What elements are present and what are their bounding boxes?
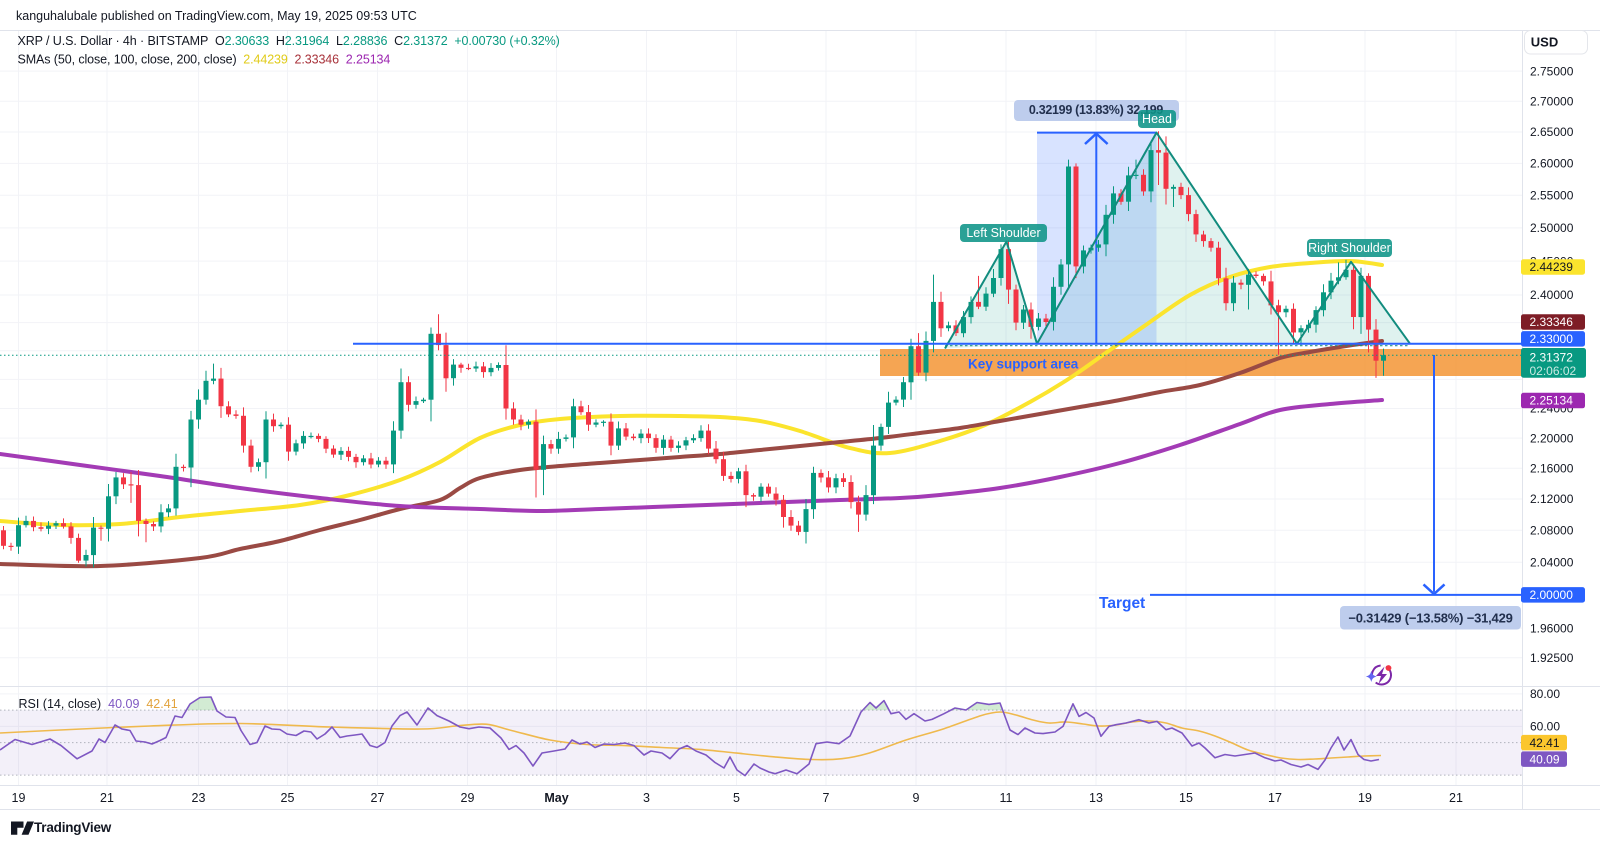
svg-text:29: 29 — [461, 791, 475, 805]
svg-text:Left Shoulder: Left Shoulder — [966, 226, 1040, 240]
svg-text:5: 5 — [733, 791, 740, 805]
svg-text:80.00: 80.00 — [1530, 687, 1560, 701]
svg-text:7: 7 — [823, 791, 830, 805]
svg-text:25: 25 — [281, 791, 295, 805]
svg-text:XRP / U.S. Dollar · 4h · BITST: XRP / U.S. Dollar · 4h · BITSTAMP O2.306… — [18, 34, 560, 48]
svg-text:May: May — [544, 791, 568, 805]
svg-text:23: 23 — [192, 791, 206, 805]
svg-text:2.12000: 2.12000 — [1530, 492, 1574, 506]
svg-text:SMAs (50, close, 100, close, 2: SMAs (50, close, 100, close, 200, close)… — [18, 53, 391, 67]
svg-text:2.44239: 2.44239 — [1530, 260, 1574, 274]
svg-text:0.32199 (13.83%) 32,199: 0.32199 (13.83%) 32,199 — [1029, 103, 1164, 117]
svg-text:2.65000: 2.65000 — [1530, 125, 1574, 139]
svg-text:1.92500: 1.92500 — [1530, 651, 1574, 665]
svg-text:−0.31429 (−13.58%) −31,429: −0.31429 (−13.58%) −31,429 — [1348, 611, 1512, 626]
svg-text:17: 17 — [1268, 791, 1282, 805]
svg-text:Key support area: Key support area — [968, 357, 1079, 372]
svg-text:2.04000: 2.04000 — [1530, 556, 1574, 570]
svg-text:19: 19 — [12, 791, 26, 805]
svg-text:11: 11 — [1000, 791, 1013, 805]
svg-text:2.20000: 2.20000 — [1530, 431, 1574, 445]
svg-text:02:06:02: 02:06:02 — [1530, 364, 1577, 378]
svg-text:2.16000: 2.16000 — [1530, 462, 1574, 476]
svg-text:15: 15 — [1179, 791, 1193, 805]
svg-text:42.41: 42.41 — [1530, 736, 1560, 750]
svg-text:3: 3 — [643, 791, 650, 805]
svg-text:2.60000: 2.60000 — [1530, 157, 1574, 171]
svg-text:60.00: 60.00 — [1530, 720, 1560, 734]
svg-text:Target: Target — [1099, 595, 1145, 612]
svg-text:19: 19 — [1358, 791, 1372, 805]
svg-text:2.25134: 2.25134 — [1530, 394, 1574, 408]
svg-text:21: 21 — [1449, 791, 1463, 805]
svg-text:40.09: 40.09 — [1530, 752, 1560, 766]
svg-text:2.75000: 2.75000 — [1530, 64, 1574, 78]
svg-text:27: 27 — [371, 791, 385, 805]
svg-text:kanguhalubale published on Tra: kanguhalubale published on TradingView.c… — [16, 9, 417, 23]
svg-text:RSI (14, close) 40.09 42.41: RSI (14, close) 40.09 42.41 — [19, 697, 178, 711]
svg-text:9: 9 — [913, 791, 920, 805]
svg-text:Head: Head — [1142, 112, 1172, 126]
svg-text:Right Shoulder: Right Shoulder — [1308, 241, 1391, 255]
svg-text:21: 21 — [100, 791, 114, 805]
svg-text:2.50000: 2.50000 — [1530, 221, 1574, 235]
svg-text:TradingView: TradingView — [34, 820, 112, 835]
svg-text:2.33000: 2.33000 — [1530, 332, 1574, 346]
svg-text:1.96000: 1.96000 — [1530, 621, 1574, 635]
svg-text:2.70000: 2.70000 — [1530, 95, 1574, 109]
svg-text:2.08000: 2.08000 — [1530, 524, 1574, 538]
svg-text:2.40000: 2.40000 — [1530, 288, 1574, 302]
svg-text:2.55000: 2.55000 — [1530, 189, 1574, 203]
svg-text:13: 13 — [1089, 791, 1103, 805]
svg-text:2.00000: 2.00000 — [1530, 588, 1574, 602]
svg-text:USD: USD — [1531, 35, 1558, 50]
svg-text:2.31372: 2.31372 — [1530, 350, 1574, 364]
svg-text:2.33346: 2.33346 — [1530, 315, 1574, 329]
